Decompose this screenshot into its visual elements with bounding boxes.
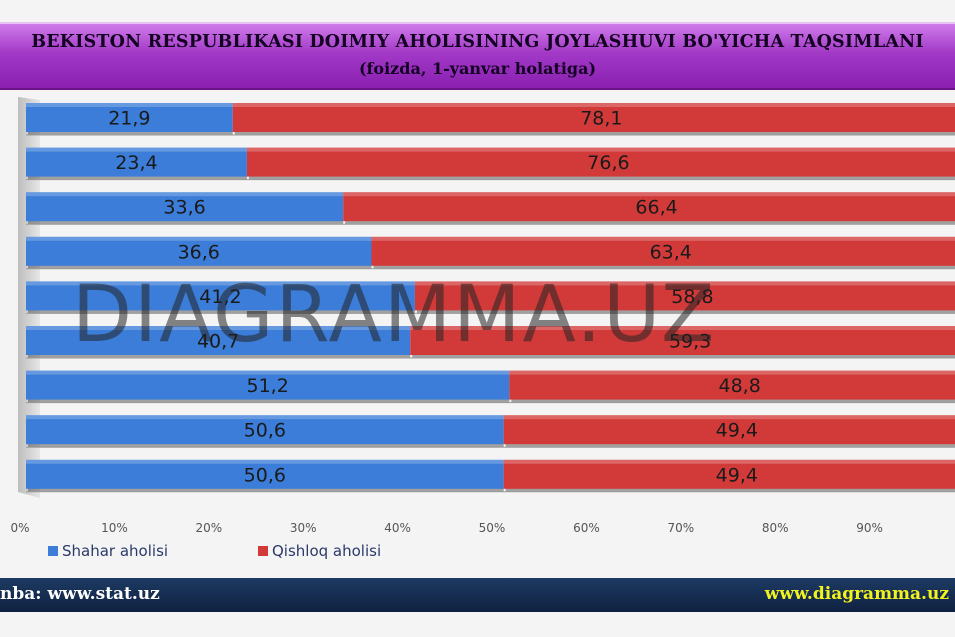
bar-qishloq [509,370,955,400]
bar-shadow [28,354,411,358]
source-label: nba: www.stat.uz [0,584,160,604]
bar-highlight [371,236,955,241]
bar-highlight [26,281,415,286]
data-label: 59,3 [669,331,711,353]
data-label: 58,8 [671,286,713,308]
bar-highlight [26,192,344,197]
bar-qishloq [503,459,955,489]
legend: Shahar aholisi Qishloq aholisi [48,542,381,560]
site-link[interactable]: www.diagramma.uz [764,584,949,604]
bar-qishloq [371,236,955,266]
data-label: 41,2 [199,286,241,308]
bar-qishloq [232,103,955,132]
bar-qishloq [503,415,955,445]
bar-highlight [246,147,955,152]
x-tick-label: 70% [667,521,694,535]
data-label: 40,7 [197,331,239,353]
data-label: 50,6 [244,464,286,486]
data-label: 76,6 [587,152,629,174]
bar-highlight [26,459,504,464]
bar-shahar [26,192,344,222]
data-label: 33,6 [163,197,205,219]
bar-highlight [26,370,510,375]
bar-shahar [26,326,411,355]
footer-bar: nba: www.stat.uz www.diagramma.uz [0,578,955,612]
data-label: 50,6 [244,420,286,442]
data-label: 48,8 [719,375,761,397]
data-label: 23,4 [115,152,157,174]
data-label: 66,4 [635,197,677,219]
bar-shadow [28,309,415,314]
bar-highlight [232,103,955,107]
title-banner: BEKISTON RESPUBLIKASI DOIMIY AHOLISINING… [0,22,955,90]
x-tick-label: 10% [101,521,128,535]
legend-label: Qishloq aholisi [272,542,381,560]
chart-title: BEKISTON RESPUBLIKASI DOIMIY AHOLISINING… [31,32,924,52]
bar-qishloq [410,326,955,355]
bar-shadow [234,131,955,135]
data-label: 78,1 [580,108,622,130]
x-tick-label: 20% [195,521,222,535]
bar-shadow [248,175,955,180]
bar-highlight [26,236,372,241]
x-tick-label: 60% [573,521,600,535]
legend-swatch [258,546,268,556]
bar-highlight [503,415,955,420]
bar-shadow [28,175,247,180]
bar-highlight [410,326,955,330]
bar-shahar [26,103,233,132]
bar-qishloq [414,281,955,311]
bars-layer: 21,9 78,1 23,4 76,6 33,6 66,4 36,6 63,4 41,2 58,8… [26,103,955,493]
legend-swatch [48,546,58,556]
bar-highlight [509,370,955,375]
x-tick-label: 90% [856,521,883,535]
bar-highlight [343,192,955,197]
bar-highlight [26,147,247,152]
bar-shahar [26,415,504,445]
bar-highlight [503,459,955,464]
data-label: 51,2 [247,375,289,397]
bar-highlight [26,415,504,420]
bar-shahar [26,147,247,177]
data-label: 21,9 [108,108,150,130]
bar-chart: 21,9 78,1 23,4 76,6 33,6 66,4 36,6 63,4 41,2 58,8… [10,97,955,560]
bar-shahar [26,281,415,311]
bar-shadow [505,487,955,492]
bar-shadow [28,443,504,448]
bar-qishloq [343,192,955,222]
bar-shadow [28,264,372,269]
x-tick-label: 40% [384,521,411,535]
bar-shahar [26,370,510,400]
bar-qishloq [246,147,955,177]
x-tick-label: 50% [479,521,506,535]
x-tick-label: 80% [762,521,789,535]
bar-shadow [416,309,955,314]
bar-shadow [345,220,955,225]
bar-highlight [26,103,233,107]
bar-shahar [26,459,504,489]
bar-highlight [26,326,411,330]
bar-shadow [28,398,510,403]
bar-shahar [26,236,372,266]
bar-shadow [28,131,233,135]
bar-shadow [505,443,955,448]
chart-subtitle: (foizda, 1-yanvar holatiga) [358,59,597,78]
x-tick-label: 30% [290,521,317,535]
data-label: 49,4 [716,420,758,442]
data-label: 49,4 [716,464,758,486]
x-tick-label: 0% [10,521,29,535]
bar-shadow [412,354,955,358]
bar-shadow [28,220,344,225]
bar-highlight [414,281,955,286]
data-label: 36,6 [178,241,220,263]
legend-label: Shahar aholisi [62,542,168,560]
x-axis: 0% 10% 20% 30% 40% 50% 60% 70% 80% 90% [10,521,882,535]
data-label: 63,4 [650,241,692,263]
bar-shadow [28,487,504,492]
bar-shadow [373,264,955,269]
bar-shadow [511,398,955,403]
